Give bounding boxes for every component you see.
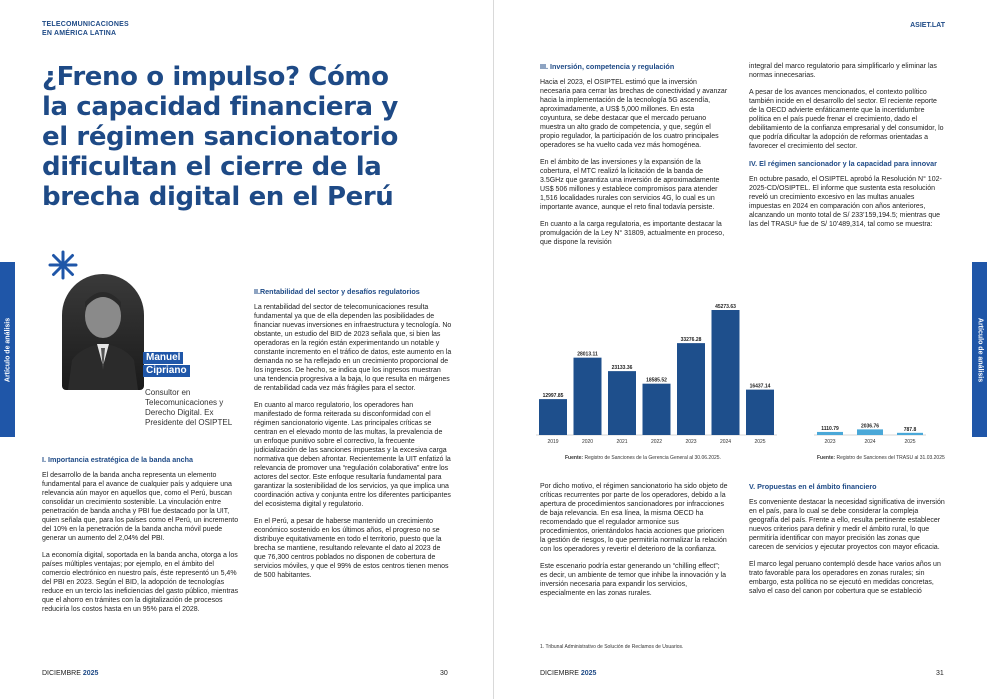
article-title: ¿Freno o impulso? Cómo la capacidad fina…	[42, 62, 398, 212]
chart-1-value-label: 45273.63	[715, 304, 736, 310]
section-tab-right-label: Artículo de análisis	[976, 317, 983, 382]
column-5: Por dicho motivo, el régimen sancionator…	[540, 482, 728, 606]
fines-charts: 12997.85 2019 28013.11 2020 23133.36 2021 1858…	[535, 295, 950, 467]
chart-1-tick-label: 2024	[720, 439, 731, 445]
column-3: III. Inversión, competencia y regulación…	[540, 62, 728, 255]
chart-1-source-label: Fuente:	[565, 455, 584, 461]
footnote: 1. Tribunal Administrativo de Solución d…	[540, 644, 684, 650]
section-tab-right: Artículo de análisis	[972, 262, 987, 437]
section-heading-5: V. Propuestas en el ámbito financiero	[749, 482, 877, 491]
paragraph: En cuanto a la carga regulatoria, es imp…	[540, 221, 725, 246]
footer-date-right: DICIEMBRE 2025	[540, 670, 596, 677]
paragraph: El desarrollo de la banda ancha represen…	[42, 472, 239, 542]
section-heading-3: III. Inversión, competencia y regulación	[540, 62, 675, 71]
author-last-name: Cipriano	[143, 365, 190, 377]
author-role: Consultor en Telecomunicaciones y Derech…	[145, 388, 233, 427]
asterisk-icon	[48, 250, 78, 280]
paragraph: La rentabilidad del sector de telecomuni…	[254, 304, 452, 392]
chart-1-tick-label: 2022	[651, 439, 662, 445]
footer-year-right: 2025	[580, 670, 597, 677]
author-first-name: Manuel	[143, 352, 184, 364]
footer-month-right: DICIEMBRE	[540, 670, 579, 677]
column-4: integral del marco regulatorio para simp…	[749, 62, 945, 237]
section-tab-left-label: Artículo de análisis	[4, 317, 11, 382]
chart-2-tick-label: 2023	[824, 439, 835, 445]
chart-1-bar	[677, 343, 705, 435]
section-heading-1: I. Importancia estratégica de la banda a…	[42, 455, 193, 464]
site-header[interactable]: ASIET.LAT	[910, 22, 945, 29]
footer-month-left: DICIEMBRE	[42, 670, 81, 677]
chart-1-value-label: 33276.28	[681, 337, 702, 343]
publication-header: TELECOMUNICACIONES EN AMÉRICA LATINA	[42, 20, 129, 38]
chart-1-tick-label: 2021	[616, 439, 627, 445]
author-name: Manuel Cipriano	[143, 352, 190, 378]
chart-2-tick-label: 2024	[864, 439, 875, 445]
chart-2-bar	[817, 431, 843, 435]
publication-line-1: TELECOMUNICACIONES	[42, 21, 129, 28]
paragraph: Hacia el 2023, el OSIPTEL estimó que la …	[540, 79, 728, 149]
paragraph: Por dicho motivo, el régimen sancionator…	[540, 483, 728, 553]
chart-2-value-label: 2036.76	[861, 423, 879, 429]
chart-1-value-label: 16437.14	[750, 384, 771, 390]
page-number-right: 31	[936, 670, 944, 677]
chart-1-bar	[608, 371, 636, 435]
chart-1-tick-label: 2019	[547, 439, 558, 445]
author-silhouette-icon	[68, 292, 138, 390]
footer-year-left: 2025	[82, 670, 99, 677]
chart-2-source: Fuente: Registro de Sanciones del TRASU …	[817, 455, 945, 461]
footer-date-left: DICIEMBRE 2025	[42, 670, 98, 677]
chart-1-source-text: Registro de Sanciones de la Gerencia Gen…	[584, 455, 721, 461]
chart-1-tick-label: 2023	[685, 439, 696, 445]
chart-2-value-label: 1110.79	[821, 426, 839, 432]
chart-1-value-label: 12997.85	[543, 393, 564, 399]
paragraph: Este escenario podría estar generando un…	[540, 563, 727, 597]
paragraph: El marco legal peruano contempló desde h…	[749, 561, 941, 595]
chart-1-tick-label: 2020	[582, 439, 593, 445]
publication-line-2: EN AMÉRICA LATINA	[42, 30, 117, 37]
chart-2-source-text: Registro de Sanciones del TRASU al 31.03…	[836, 455, 945, 461]
chart-1-bar	[642, 383, 671, 435]
page-gutter	[493, 0, 494, 699]
page-number-left: 30	[440, 670, 448, 677]
chart-2-value-label: 787.8	[904, 427, 917, 433]
chart-1-value-label: 18585.52	[646, 378, 667, 384]
column-6: V. Propuestas en el ámbito financiero Es…	[749, 482, 945, 604]
section-tab-left: Artículo de análisis	[0, 262, 15, 437]
chart-1-source: Fuente: Registro de Sanciones de la Gere…	[565, 455, 721, 461]
chart-1-bar	[573, 357, 602, 435]
chart-1-tick-label: 2025	[754, 439, 765, 445]
author-photo	[62, 274, 144, 390]
section-heading-4: IV. El régimen sancionador y la capacida…	[749, 159, 937, 168]
paragraph: La economía digital, soportada en la ban…	[42, 552, 239, 613]
chart-1-bar	[539, 399, 567, 435]
paragraph: A pesar de los avances mencionados, el c…	[749, 89, 944, 150]
column-1: I. Importancia estratégica de la banda a…	[42, 455, 240, 622]
section-heading-2: II.Rentabilidad del sector y desafíos re…	[254, 287, 420, 296]
chart-2-source-label: Fuente:	[817, 455, 836, 461]
chart-1-bar	[746, 389, 774, 435]
chart-1-value-label: 28013.11	[577, 352, 598, 358]
paragraph: En cuanto al marco regulatorio, los oper…	[254, 402, 451, 508]
column-2: II.Rentabilidad del sector y desafíos re…	[254, 287, 452, 588]
chart-2-bar	[857, 429, 883, 435]
chart-1-bar	[711, 310, 740, 435]
chart-1-value-label: 23133.36	[612, 365, 633, 371]
chart-2-tick-label: 2025	[904, 439, 915, 445]
paragraph: En octubre pasado, el OSIPTEL aprobó la …	[749, 176, 942, 228]
paragraph: En el ámbito de las inversiones y la exp…	[540, 159, 720, 211]
paragraph: En el Perú, a pesar de haberse mantenido…	[254, 518, 449, 579]
chart-2-bar	[897, 432, 923, 435]
paragraph: integral del marco regulatorio para simp…	[749, 63, 937, 79]
paragraph: Es conveniente destacar la necesidad sig…	[749, 499, 945, 551]
fines-bar-chart: 12997.85 2019 28013.11 2020 23133.36 2021 1858…	[536, 304, 926, 445]
